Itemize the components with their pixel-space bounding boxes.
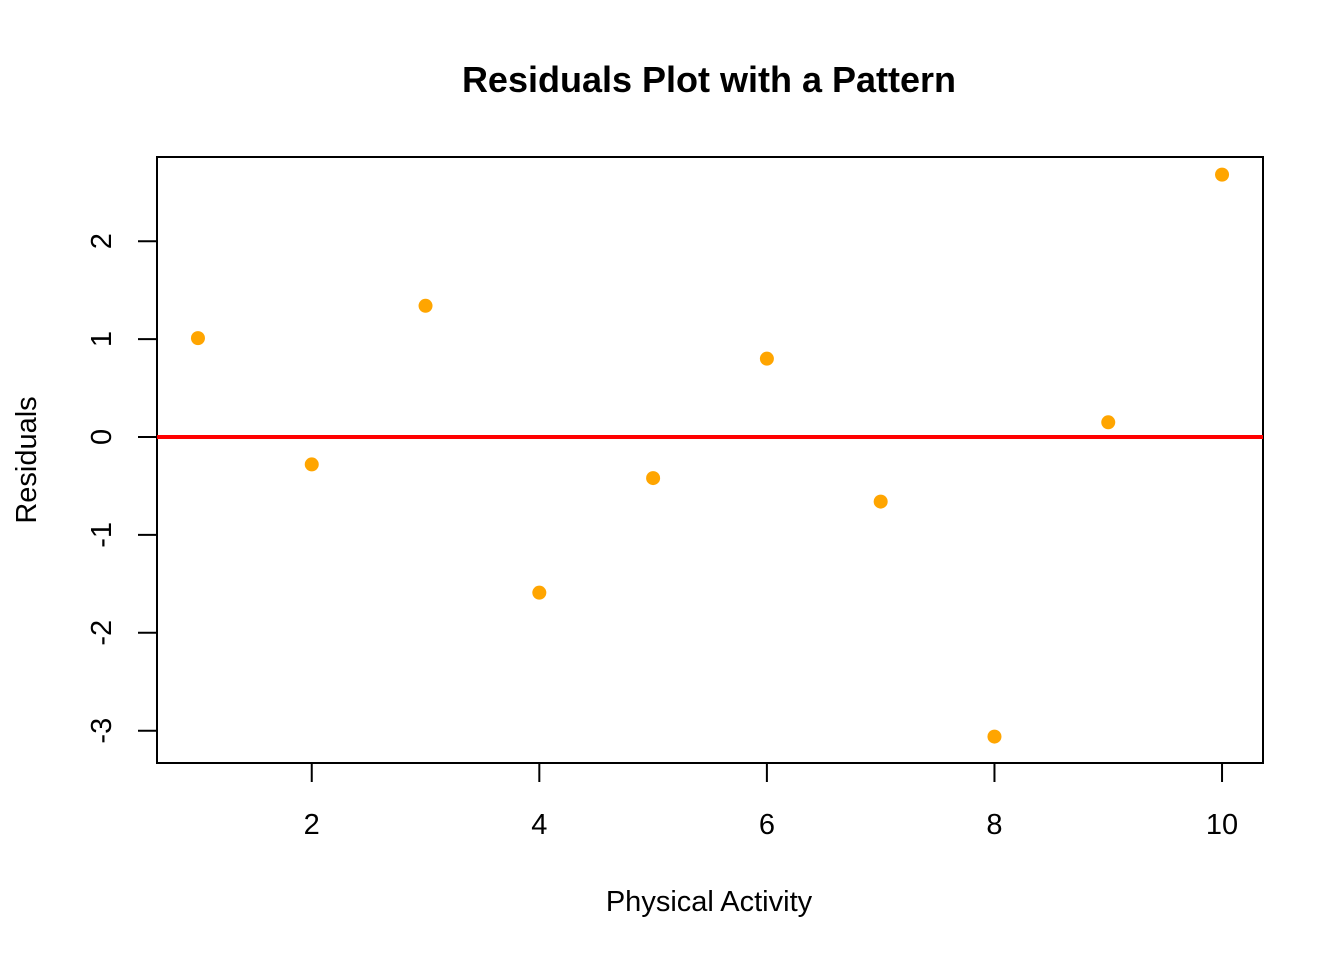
y-axis-title: Residuals — [11, 396, 43, 523]
y-tick-label: 1 — [86, 331, 118, 347]
x-tick-label: 8 — [986, 809, 1002, 841]
points-layer — [190, 167, 1230, 744]
data-point — [873, 494, 888, 509]
data-point — [532, 585, 547, 600]
plot-frame — [156, 156, 1264, 764]
x-tick-label: 6 — [759, 809, 775, 841]
data-point — [304, 457, 319, 472]
y-tick-label: -3 — [86, 718, 118, 744]
y-tick-label: -1 — [86, 522, 118, 548]
y-tick-label: 0 — [86, 429, 118, 445]
chart-title: Residuals Plot with a Pattern — [462, 59, 956, 100]
data-point — [759, 351, 774, 366]
data-point — [646, 471, 661, 486]
data-point — [1101, 415, 1116, 430]
x-tick-label: 10 — [1206, 809, 1238, 841]
x-tick-label: 2 — [304, 809, 320, 841]
data-point — [987, 729, 1002, 744]
x-axis: 2 4 6 8 10 — [304, 762, 1238, 841]
y-tick-label: 2 — [86, 233, 118, 249]
y-axis: -3 -2 -1 0 1 2 — [86, 233, 158, 744]
x-axis-title: Physical Activity — [606, 886, 813, 918]
y-tick-label: -2 — [86, 620, 118, 646]
data-point — [1215, 167, 1230, 182]
x-tick-label: 4 — [531, 809, 547, 841]
data-point — [190, 331, 205, 346]
data-point — [418, 298, 433, 313]
